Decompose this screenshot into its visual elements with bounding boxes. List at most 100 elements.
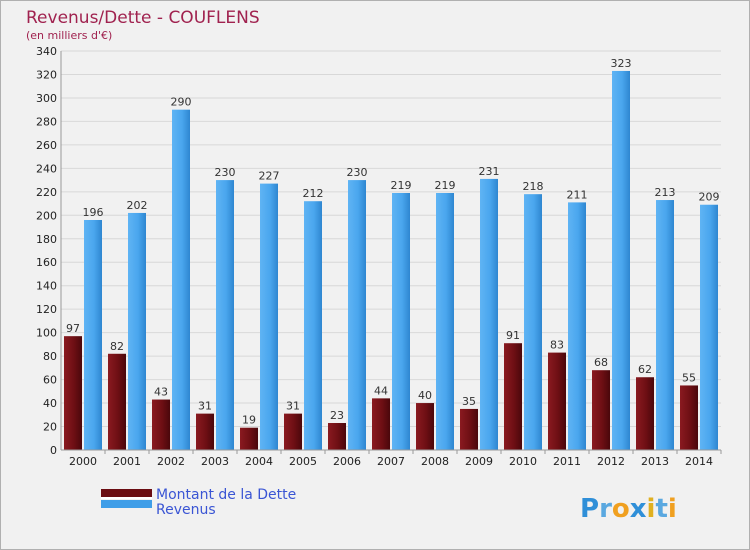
- data-label-dette: 35: [462, 395, 476, 408]
- bar-dette: [416, 403, 434, 450]
- y-tick-label: 100: [36, 327, 57, 340]
- bar-revenus: [568, 202, 586, 450]
- x-tick-label: 2003: [201, 455, 229, 468]
- data-label-revenus: 227: [259, 170, 280, 183]
- data-label-dette: 40: [418, 389, 432, 402]
- y-tick-label: 260: [36, 139, 57, 152]
- bar-revenus: [480, 178, 498, 450]
- legend-swatch-revenus: [101, 500, 152, 508]
- bar-revenus: [128, 212, 146, 450]
- y-tick-label: 320: [36, 68, 57, 81]
- bar-dette: [504, 343, 522, 450]
- y-tick-label: 20: [43, 421, 57, 434]
- data-label-revenus: 290: [171, 96, 192, 109]
- bar-dette: [152, 399, 170, 450]
- bar-revenus: [172, 109, 190, 451]
- data-label-revenus: 231: [479, 165, 500, 178]
- bar-revenus: [436, 192, 454, 450]
- bar-dette: [592, 370, 610, 450]
- y-axis: 0 20 40 60 80 100 120 140 160 180 200 220 240 260 280 3…: [36, 45, 62, 457]
- x-tick-label: 2006: [333, 455, 361, 468]
- y-tick-label: 240: [36, 162, 57, 175]
- data-label-revenus: 230: [347, 166, 368, 179]
- data-label-revenus: 209: [699, 191, 720, 204]
- data-label-dette: 43: [154, 386, 168, 399]
- legend-swatch-debt: [101, 489, 152, 497]
- data-label-revenus: 219: [391, 179, 412, 192]
- y-tick-label: 220: [36, 186, 57, 199]
- y-tick-label: 120: [36, 303, 57, 316]
- brand-logo-text: Proxiti: [580, 494, 677, 524]
- data-label-dette: 62: [638, 363, 652, 376]
- data-label-revenus: 218: [523, 180, 544, 193]
- bar-revenus: [656, 200, 674, 450]
- x-tick-label: 2002: [157, 455, 185, 468]
- bar-revenus: [392, 192, 410, 450]
- x-tick-label: 2009: [465, 455, 493, 468]
- data-label-revenus: 230: [215, 166, 236, 179]
- bar-dette: [372, 398, 390, 450]
- bar-revenus: [84, 219, 102, 450]
- bar-dette: [108, 353, 126, 450]
- data-label-dette: 31: [198, 400, 212, 413]
- bar-revenus: [700, 204, 718, 450]
- bar-revenus: [216, 180, 234, 450]
- data-label-dette: 19: [242, 414, 256, 427]
- y-tick-label: 200: [36, 209, 57, 222]
- bar-revenus: [260, 183, 278, 450]
- bar-dette: [64, 336, 82, 450]
- bar-revenus: [348, 180, 366, 450]
- bar-revenus: [304, 201, 322, 450]
- legend-swatch-divider: [101, 497, 152, 499]
- x-tick-label: 2001: [113, 455, 141, 468]
- data-label-dette: 31: [286, 400, 300, 413]
- data-label-dette: 68: [594, 356, 608, 369]
- x-tick-label: 2007: [377, 455, 405, 468]
- data-label-dette: 23: [330, 409, 344, 422]
- x-tick-label: 2013: [641, 455, 669, 468]
- data-label-dette: 82: [110, 340, 124, 353]
- data-label-dette: 91: [506, 329, 520, 342]
- x-tick-label: 2000: [69, 455, 97, 468]
- data-label-revenus: 213: [655, 186, 676, 199]
- bars: 97 196 82 202 43 290 31 230 19 227 31 212 23 230 44 219…: [64, 57, 720, 451]
- y-tick-label: 340: [36, 45, 57, 58]
- bar-dette: [636, 377, 654, 450]
- y-tick-label: 300: [36, 92, 57, 105]
- x-tick-label: 2005: [289, 455, 317, 468]
- legend-label-debt: Montant de la Dette: [156, 487, 296, 503]
- x-tick-label: 2008: [421, 455, 449, 468]
- bar-revenus: [524, 194, 542, 450]
- brand-logo: Proxiti: [580, 494, 677, 524]
- x-tick-label: 2012: [597, 455, 625, 468]
- x-tick-label: 2004: [245, 455, 273, 468]
- bar-dette: [460, 408, 478, 450]
- data-label-dette: 97: [66, 322, 80, 335]
- x-axis: 2000 2001 2002 2003 2004 2005 2006 2007 2008 2009…: [61, 449, 722, 468]
- data-label-revenus: 196: [83, 206, 104, 219]
- y-tick-label: 160: [36, 256, 57, 269]
- data-label-dette: 55: [682, 371, 696, 384]
- x-tick-label: 2014: [685, 455, 713, 468]
- data-label-revenus: 212: [303, 187, 324, 200]
- legend-label-revenus: Revenus: [156, 502, 216, 518]
- y-tick-label: 40: [43, 397, 57, 410]
- bar-dette: [240, 427, 258, 450]
- bar-revenus: [612, 70, 630, 450]
- y-tick-label: 280: [36, 115, 57, 128]
- y-tick-label: 140: [36, 280, 57, 293]
- bar-dette: [284, 413, 302, 450]
- y-tick-label: 180: [36, 233, 57, 246]
- bar-dette: [680, 385, 698, 450]
- data-label-dette: 83: [550, 339, 564, 352]
- y-tick-label: 80: [43, 350, 57, 363]
- bar-dette: [548, 352, 566, 450]
- data-label-dette: 44: [374, 384, 388, 397]
- chart-subtitle: (en milliers d'€): [26, 29, 112, 42]
- data-label-revenus: 323: [611, 57, 632, 70]
- x-tick-label: 2011: [553, 455, 581, 468]
- data-label-revenus: 202: [127, 199, 148, 212]
- bar-dette: [328, 423, 346, 450]
- chart-title: Revenus/Dette - COUFLENS: [26, 8, 260, 28]
